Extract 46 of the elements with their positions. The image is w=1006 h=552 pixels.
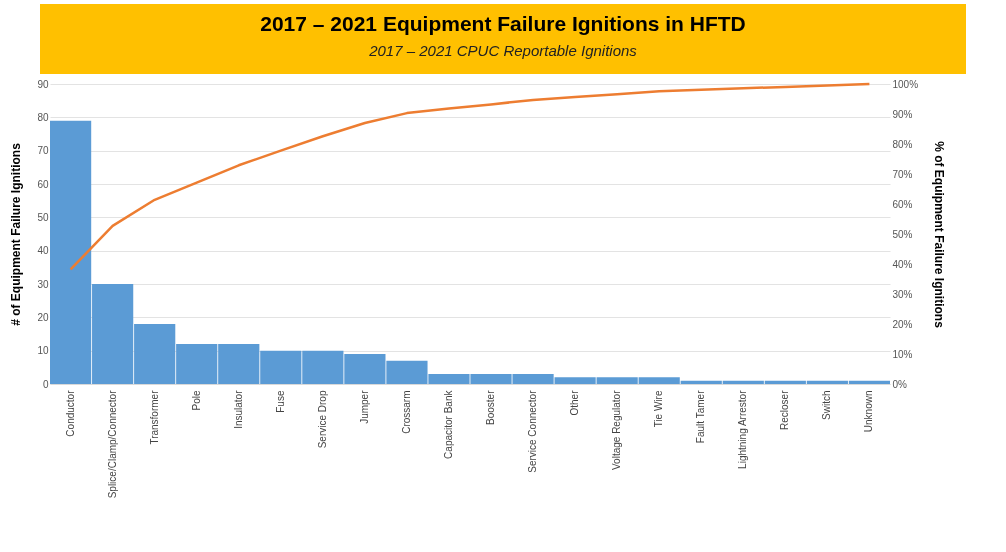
x-tick-label: Fault Tamer [695,389,707,444]
x-tick-label: Recloser [779,389,791,430]
x-tick-label: Service Connector [527,389,539,473]
x-tick-label: Tie Wire [653,390,665,428]
x-tick-label: Lightning Arrestor [737,389,749,469]
x-tick-label: Insulator [232,389,244,429]
x-tick-label: Fuse [274,390,286,413]
x-tick-label: Voltage Regulator [611,389,623,471]
y-tick-label: 20 [37,311,49,323]
y-tick-label: 80 [37,111,49,123]
y-tick-label: 0 [42,378,49,390]
x-tick-label: Jumper [358,389,370,424]
chart-title: 2017 – 2021 Equipment Failure Ignitions in HFTD [259,12,747,36]
x-tick-label: Transformer [148,389,160,445]
y2-tick-label: 60% [892,198,913,210]
y2-tick-label: 0% [892,378,908,390]
y-tick-label: 60 [37,178,49,190]
y2-tick-label: 20% [892,318,913,330]
y2-tick-label: 80% [892,138,913,150]
line-series [69,82,871,271]
x-tick-label: Other [569,389,581,416]
x-tick-label: Booster [485,389,497,425]
chart-subtitle: 2017 – 2021 CPUC Reportable Ignitions [368,42,638,59]
y2-tick-label: 70% [892,168,913,180]
y2-axis-title: % of Equipment Failure Ignitions [932,141,947,329]
y-tick-label: 10 [37,345,49,357]
y2-tick-label: 10% [892,348,913,360]
x-tick-label: Crossarm [400,390,412,434]
y2-tick-label: 30% [892,288,913,300]
y-tick-label: 40 [37,245,49,257]
y-tick-label: 90 [37,78,49,90]
y-tick-label: 50 [37,211,49,223]
x-tick-label: Switch [821,390,833,420]
x-tick-label: Service Drop [316,390,328,449]
x-tick-label: Splice/Clamp/Connector [106,389,118,499]
x-tick-label: Conductor [64,389,76,437]
y-axis-title: # of Equipment Failure Ignitions [9,142,24,326]
x-tick-label: Capacitor Bank [442,389,454,459]
y2-tick-label: 50% [892,228,913,240]
y-tick-label: 70 [37,145,49,157]
y-tick-label: 30 [37,278,49,290]
y2-tick-label: 90% [892,108,913,120]
x-tick-label: Pole [190,390,202,411]
x-tick-label: Unknown [863,390,875,433]
y2-tick-label: 100% [892,78,919,90]
y2-tick-label: 40% [892,258,913,270]
